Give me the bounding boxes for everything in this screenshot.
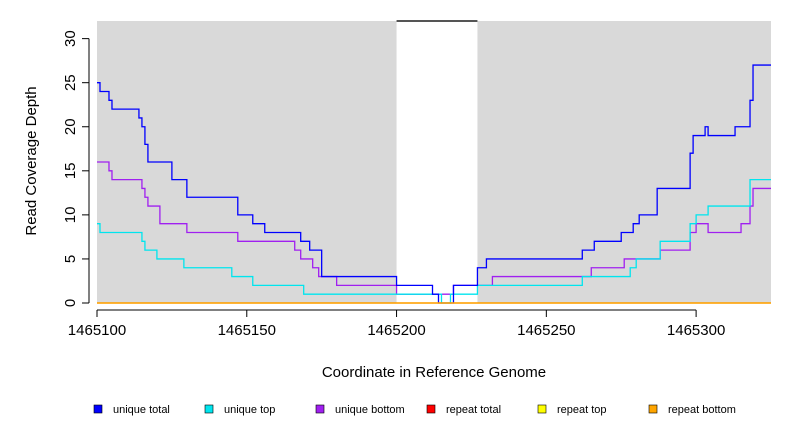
shaded-regions <box>97 21 771 303</box>
series-lines <box>97 64 771 304</box>
legend-swatch-unique-bottom <box>315 404 325 414</box>
y-tick-label: 25 <box>62 74 79 91</box>
legend-label-unique-total: unique total <box>113 404 170 416</box>
x-tick-label: 1465150 <box>218 322 276 339</box>
x-axis: 1465100 1465150 1465200 1465250 1465300 <box>68 309 725 339</box>
legend-swatch-repeat-total <box>426 404 436 414</box>
legend-label-repeat-top: repeat top <box>557 404 607 416</box>
y-axis-label: Read Coverage Depth <box>23 86 40 235</box>
x-tick-label: 1465300 <box>667 322 725 339</box>
x-tick-label: 1465250 <box>517 322 575 339</box>
x-tick-label: 1465100 <box>68 322 126 339</box>
x-axis-label: Coordinate in Reference Genome <box>322 364 546 381</box>
shaded-region-1 <box>97 21 397 303</box>
y-tick-label: 15 <box>62 162 79 179</box>
legend-label-unique-bottom: unique bottom <box>335 404 405 416</box>
legend: unique total unique top unique bottom repea… <box>93 404 736 416</box>
y-tick-label: 10 <box>62 207 79 224</box>
y-tick-label: 5 <box>62 255 79 263</box>
legend-swatch-unique-total <box>93 404 103 414</box>
y-axis: 0 5 10 15 20 25 30 <box>62 30 90 307</box>
legend-swatch-repeat-top <box>537 404 547 414</box>
legend-label-repeat-bottom: repeat bottom <box>668 404 736 416</box>
x-tick-label: 1465200 <box>367 322 425 339</box>
legend-label-repeat-total: repeat total <box>446 404 501 416</box>
legend-swatch-unique-top <box>204 404 214 414</box>
y-tick-label: 0 <box>62 299 79 307</box>
y-tick-label: 30 <box>62 30 79 47</box>
legend-label-unique-top: unique top <box>224 404 275 416</box>
y-tick-label: 20 <box>62 118 79 135</box>
shaded-region-2 <box>477 21 771 303</box>
legend-swatch-repeat-bottom <box>648 404 658 414</box>
